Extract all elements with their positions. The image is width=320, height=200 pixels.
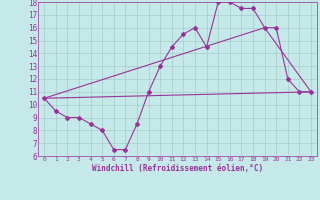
X-axis label: Windchill (Refroidissement éolien,°C): Windchill (Refroidissement éolien,°C) [92, 164, 263, 173]
